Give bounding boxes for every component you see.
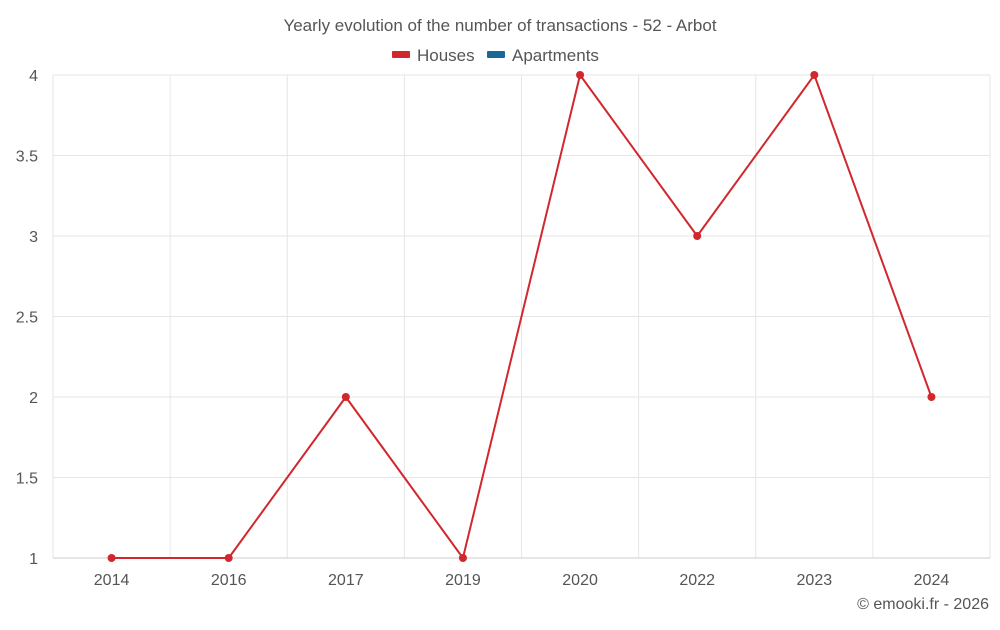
data-point-houses[interactable] <box>224 554 233 562</box>
data-point-houses[interactable] <box>810 71 819 79</box>
legend-label-houses: Houses <box>417 46 475 65</box>
x-tick-label: 2020 <box>562 572 598 589</box>
data-point-houses[interactable] <box>927 393 936 401</box>
legend: Houses Apartments <box>392 46 599 65</box>
y-axis: 1 1.5 2 2.5 3 3.5 4 <box>16 68 38 568</box>
x-tick-label: 2014 <box>94 572 130 589</box>
x-tick-label: 2016 <box>211 572 247 589</box>
data-point-houses[interactable] <box>693 232 702 240</box>
chart-title: Yearly evolution of the number of transa… <box>283 16 716 35</box>
data-point-houses[interactable] <box>576 71 585 79</box>
legend-item-houses[interactable]: Houses <box>392 46 475 65</box>
series-layer <box>107 71 936 562</box>
data-point-houses[interactable] <box>107 554 116 562</box>
legend-label-apartments: Apartments <box>512 46 599 65</box>
x-tick-label: 2022 <box>679 572 715 589</box>
x-tick-label: 2019 <box>445 572 481 589</box>
series-line-houses <box>111 74 933 559</box>
y-tick-label: 1 <box>29 551 38 568</box>
data-point-houses[interactable] <box>341 393 350 401</box>
x-tick-label: 2023 <box>797 572 833 589</box>
y-tick-label: 2.5 <box>16 310 38 327</box>
legend-item-apartments[interactable]: Apartments <box>487 46 599 65</box>
x-tick-label: 2017 <box>328 572 364 589</box>
x-tick-label: 2024 <box>914 572 950 589</box>
y-tick-label: 4 <box>29 68 38 85</box>
legend-swatch-houses <box>392 51 410 58</box>
y-tick-label: 3.5 <box>16 149 38 166</box>
legend-swatch-apartments <box>487 51 505 58</box>
y-tick-label: 3 <box>29 229 38 246</box>
y-tick-label: 2 <box>29 390 38 407</box>
credit-text: © emooki.fr - 2026 <box>857 596 989 613</box>
y-tick-label: 1.5 <box>16 471 38 488</box>
x-axis: 2014 2016 2017 2019 2020 2022 2023 2024 <box>53 557 990 589</box>
data-point-houses[interactable] <box>458 554 467 562</box>
